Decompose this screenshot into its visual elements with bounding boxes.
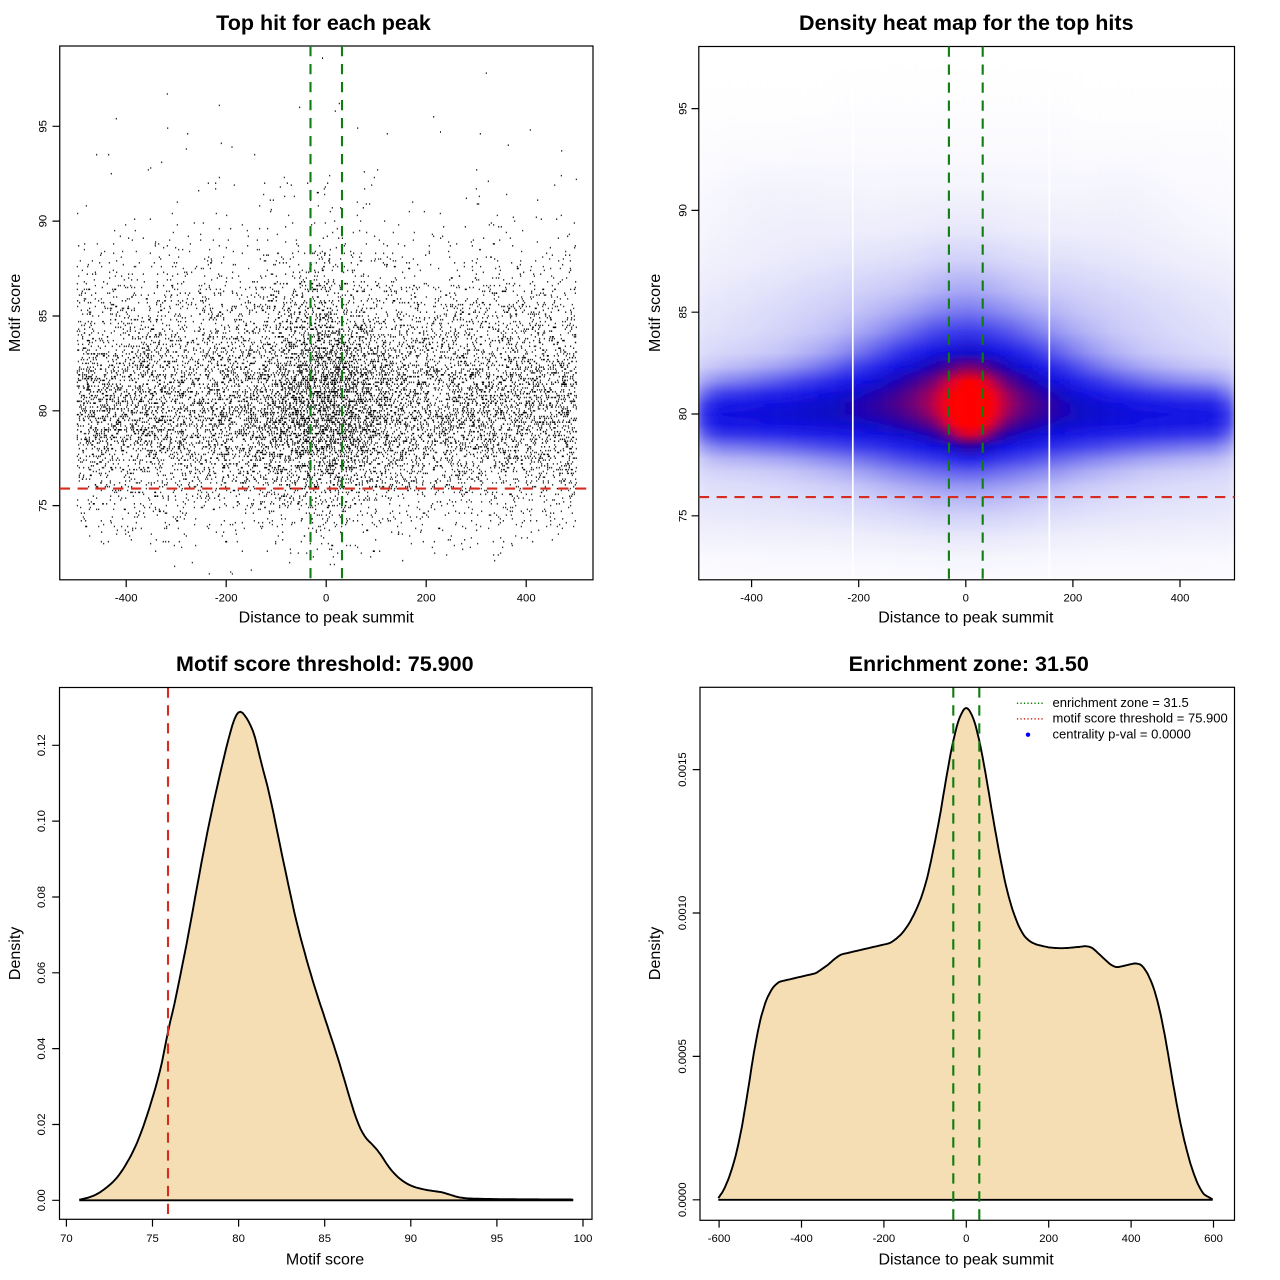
svg-text:motif score threshold = 75.900: motif score threshold = 75.900 [1053,711,1228,726]
svg-text:0.0015: 0.0015 [677,752,689,787]
svg-text:-200: -200 [873,1233,896,1245]
svg-text:90: 90 [678,204,690,217]
svg-text:Distance to peak summit: Distance to peak summit [879,1252,1055,1269]
svg-text:0: 0 [963,593,969,605]
svg-text:75: 75 [678,510,690,523]
svg-text:95: 95 [491,1233,504,1245]
svg-text:0.08: 0.08 [36,886,48,908]
svg-text:enrichment zone = 31.5: enrichment zone = 31.5 [1053,695,1189,710]
svg-text:-400: -400 [790,1233,813,1245]
svg-text:-600: -600 [708,1233,731,1245]
svg-text:95: 95 [678,102,690,115]
svg-text:-200: -200 [215,593,238,605]
svg-text:400: 400 [517,593,536,605]
svg-text:0.06: 0.06 [36,962,48,984]
svg-text:Motif score threshold: 75.900: Motif score threshold: 75.900 [176,652,474,676]
svg-text:Density heat map for the top h: Density heat map for the top hits [799,11,1134,35]
svg-text:75: 75 [38,499,50,512]
svg-text:0.12: 0.12 [36,734,48,756]
svg-text:95: 95 [38,120,50,133]
svg-text:0.00: 0.00 [36,1189,48,1211]
svg-text:-400: -400 [740,593,763,605]
svg-text:400: 400 [1171,593,1190,605]
svg-text:0.10: 0.10 [36,810,48,832]
svg-text:400: 400 [1122,1233,1141,1245]
svg-text:centrality p-val = 0.0000: centrality p-val = 0.0000 [1053,726,1191,741]
svg-text:600: 600 [1204,1233,1223,1245]
svg-text:Top hit for each peak: Top hit for each peak [216,11,431,35]
svg-text:85: 85 [38,310,50,323]
svg-text:0: 0 [323,593,329,605]
svg-text:80: 80 [678,408,690,421]
svg-text:0.04: 0.04 [36,1038,48,1060]
svg-text:0: 0 [963,1233,969,1245]
svg-text:Distance to peak summit: Distance to peak summit [878,610,1054,627]
svg-text:Motif score: Motif score [7,274,24,352]
svg-text:80: 80 [38,405,50,418]
svg-text:Motif score: Motif score [286,1252,364,1269]
svg-text:200: 200 [1039,1233,1058,1245]
svg-text:200: 200 [417,593,436,605]
svg-text:-200: -200 [847,593,870,605]
svg-text:75: 75 [146,1233,159,1245]
svg-text:0.0005: 0.0005 [677,1039,689,1074]
svg-text:100: 100 [574,1233,593,1245]
svg-text:80: 80 [232,1233,245,1245]
svg-text:Motif score: Motif score [647,274,664,352]
svg-text:90: 90 [405,1233,418,1245]
svg-text:0.02: 0.02 [36,1114,48,1136]
svg-text:0.0000: 0.0000 [677,1183,689,1218]
svg-text:Density: Density [647,927,664,980]
svg-text:0.0010: 0.0010 [677,896,689,931]
svg-text:Density: Density [7,927,24,980]
svg-text:85: 85 [678,306,690,319]
svg-text:85: 85 [318,1233,331,1245]
svg-text:Enrichment zone: 31.50: Enrichment zone: 31.50 [849,652,1089,676]
svg-text:90: 90 [38,215,50,228]
svg-text:-400: -400 [115,593,138,605]
svg-text:70: 70 [60,1233,73,1245]
svg-text:200: 200 [1063,593,1082,605]
svg-text:Distance to peak summit: Distance to peak summit [239,610,415,627]
